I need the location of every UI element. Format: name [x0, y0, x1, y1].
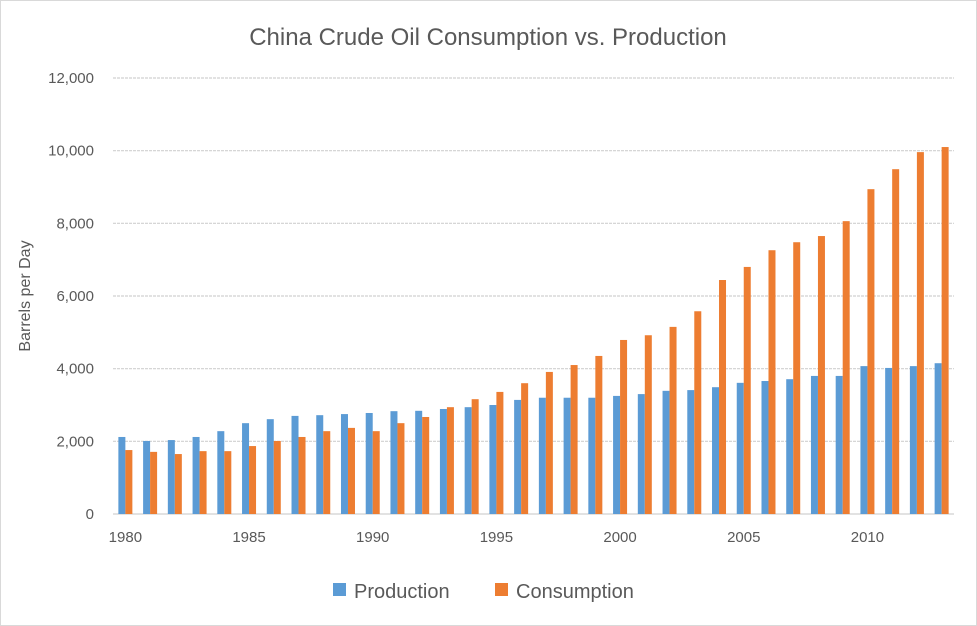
x-tick-label: 2005: [727, 529, 760, 546]
bar-consumption-2005: [743, 266, 751, 514]
bar-production-1993: [439, 408, 447, 514]
y-tick-label: 10,000: [48, 143, 94, 160]
bar-production-2000: [613, 395, 621, 514]
y-axis-label: Barrels per Day: [17, 240, 34, 351]
bar-consumption-1994: [471, 399, 479, 514]
x-tick-label: 2000: [603, 529, 636, 546]
bar-production-1981: [143, 440, 151, 514]
bar-production-2001: [637, 394, 645, 514]
bar-production-1987: [291, 415, 299, 514]
bar-production-1995: [489, 405, 497, 514]
bar-consumption-2006: [768, 250, 776, 514]
bar-consumption-1989: [347, 427, 355, 514]
x-tick-label: 1980: [109, 529, 142, 546]
x-tick-label: 1985: [232, 529, 265, 546]
bar-production-2004: [712, 387, 720, 514]
bar-consumption-2003: [694, 311, 702, 514]
bar-consumption-1983: [199, 451, 207, 514]
bar-consumption-1998: [570, 365, 578, 514]
legend-swatch-consumption: [495, 583, 508, 596]
bar-production-1999: [588, 397, 596, 514]
bar-consumption-1985: [249, 446, 257, 514]
x-tick-label: 2010: [851, 529, 884, 546]
bar-consumption-1980: [125, 450, 133, 514]
bar-production-1984: [217, 431, 225, 514]
bar-production-1989: [340, 414, 348, 514]
y-tick-label: 12,000: [48, 70, 94, 87]
bar-production-2013: [934, 363, 942, 514]
bar-consumption-1991: [397, 423, 405, 514]
bar-production-1998: [563, 397, 571, 514]
legend-swatch-production: [333, 583, 346, 596]
bar-consumption-2002: [669, 326, 677, 514]
bar-production-1990: [365, 412, 373, 514]
bar-consumption-1992: [422, 416, 430, 514]
bar-production-1994: [464, 407, 472, 514]
bar-production-1996: [514, 399, 522, 514]
bar-production-1982: [167, 440, 175, 514]
bar-production-2005: [736, 382, 744, 514]
bar-consumption-2013: [941, 147, 949, 515]
bar-consumption-1990: [372, 431, 380, 514]
bar-consumption-1997: [545, 371, 553, 514]
bar-consumption-1984: [224, 451, 232, 514]
bar-consumption-1986: [273, 440, 281, 514]
bar-consumption-1999: [595, 355, 603, 514]
y-tick-label: 4,000: [56, 361, 94, 378]
bar-production-1980: [118, 436, 126, 514]
bar-production-2006: [761, 381, 769, 514]
bar-production-2002: [662, 390, 670, 514]
bar-consumption-1988: [323, 431, 331, 514]
legend-label-production: Production: [354, 581, 450, 603]
bar-production-1991: [390, 411, 398, 514]
bar-production-1983: [192, 436, 200, 514]
bar-consumption-1993: [446, 407, 454, 514]
chart-title: China Crude Oil Consumption vs. Producti…: [249, 24, 727, 51]
y-tick-label: 8,000: [56, 215, 94, 232]
bar-consumption-1982: [174, 454, 182, 514]
bar-consumption-2001: [644, 335, 652, 514]
bar-production-1986: [266, 419, 274, 514]
bar-production-2008: [810, 375, 818, 514]
y-tick-label: 6,000: [56, 288, 94, 305]
bar-consumption-2000: [620, 339, 628, 514]
bar-consumption-2007: [793, 242, 801, 514]
bar-production-2011: [885, 367, 893, 514]
bar-production-1988: [316, 415, 324, 514]
bar-consumption-2010: [867, 189, 875, 514]
bar-production-1992: [415, 410, 423, 514]
y-tick-label: 0: [86, 506, 94, 523]
bar-consumption-2011: [892, 169, 900, 515]
x-tick-label: 1990: [356, 529, 389, 546]
legend: Production Consumption: [333, 581, 634, 603]
bar-production-2003: [687, 390, 695, 514]
bar-consumption-1995: [496, 391, 504, 514]
bar-consumption-1981: [150, 451, 158, 514]
legend-label-consumption: Consumption: [516, 581, 634, 603]
bar-production-2009: [835, 375, 843, 514]
bar-production-2007: [786, 379, 794, 514]
bar-consumption-2012: [916, 152, 924, 514]
bar-consumption-1987: [298, 436, 306, 514]
bar-consumption-2004: [719, 280, 727, 514]
x-tick-label: 1995: [480, 529, 513, 546]
bar-production-1997: [538, 397, 546, 514]
bar-consumption-2009: [842, 221, 850, 515]
bar-consumption-1996: [521, 383, 529, 514]
bar-production-1985: [242, 423, 250, 514]
y-tick-label: 2,000: [56, 433, 94, 450]
bar-consumption-2008: [817, 236, 825, 515]
bar-production-2012: [909, 366, 917, 514]
bar-production-2010: [860, 366, 868, 514]
